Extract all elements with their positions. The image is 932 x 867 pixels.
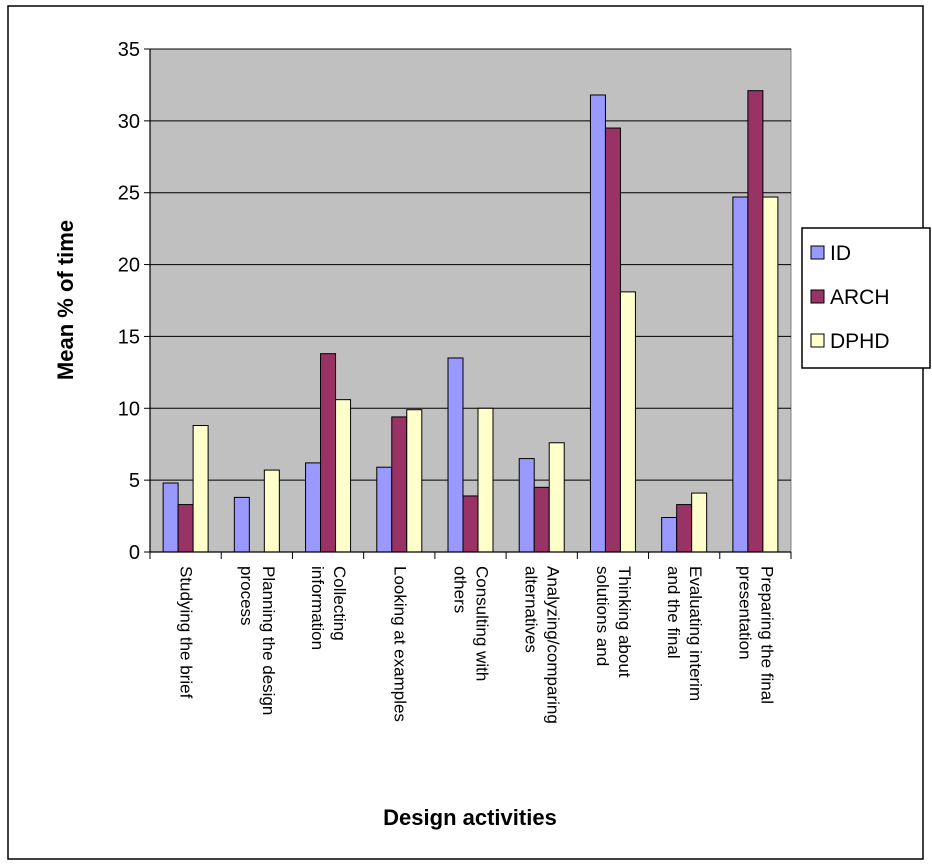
bar-id-6: [589, 94, 606, 553]
gridlines: [150, 48, 791, 481]
bar-dphd-6: [619, 291, 636, 553]
bar-arch-7: [676, 504, 693, 553]
x-category-label: Planning the design: [259, 566, 278, 715]
bar-id-7: [661, 517, 678, 553]
x-category-label: Preparing the final: [757, 566, 776, 704]
bar-arch-3: [391, 416, 408, 553]
bar-id-4: [447, 357, 464, 553]
bar-dphd-8: [762, 196, 779, 553]
y-tick-label: 25: [118, 183, 140, 205]
y-axis-title: Mean % of time: [53, 220, 78, 380]
y-tick-label: 30: [118, 111, 140, 133]
x-category-label: Consulting with: [473, 566, 492, 681]
legend-swatch-arch: [810, 289, 825, 304]
x-category-label: Evaluating interim: [686, 566, 705, 701]
y-tick-label: 0: [129, 542, 140, 564]
bar-arch-8: [747, 90, 764, 553]
legend-label-dphd: DPHD: [830, 330, 890, 353]
x-category-label: alternatives: [522, 566, 541, 653]
y-tick-label: 10: [118, 398, 140, 420]
bar-id-1: [233, 496, 250, 553]
axes: [144, 48, 792, 559]
bar-dphd-0: [192, 425, 209, 553]
y-tick-label: 35: [118, 39, 140, 61]
bar-id-2: [305, 462, 322, 553]
bar-dphd-2: [335, 399, 352, 553]
legend-swatch-id: [810, 245, 825, 260]
y-tick-label: 5: [129, 470, 140, 492]
bars: [162, 90, 779, 553]
x-category-label: others: [451, 566, 470, 613]
bar-dphd-3: [406, 409, 423, 553]
x-axis-title: Design activities: [383, 805, 557, 830]
x-category-label: information: [308, 566, 327, 650]
x-category-label: Analyzing/comparing: [544, 566, 563, 724]
bar-arch-2: [320, 353, 337, 553]
x-category-label: Thinking about: [615, 566, 634, 678]
bar-dphd-5: [548, 442, 565, 553]
legend: ID ARCH DPHD: [801, 227, 931, 369]
bar-id-5: [518, 458, 535, 553]
legend-label-id: ID: [830, 242, 851, 265]
x-category-label: Studying the brief: [177, 566, 196, 699]
bar-id-0: [162, 482, 179, 553]
x-category-labels: Studying the brief Planning the designpro…: [177, 566, 777, 724]
bar-dphd-1: [263, 469, 280, 553]
plot-area: [149, 48, 792, 553]
bar-arch-6: [604, 127, 621, 553]
x-category-label: solutions and: [593, 566, 612, 666]
bar-arch-4: [462, 495, 479, 553]
bar-id-8: [732, 196, 749, 553]
bar-dphd-7: [691, 492, 708, 553]
bar-arch-5: [533, 486, 550, 553]
legend-swatch-dphd: [810, 333, 825, 348]
x-category-label: and the final: [664, 566, 683, 659]
y-tick-label: 15: [118, 326, 140, 348]
y-tick-labels: 0 5 10 15 20 25 30 35: [118, 39, 140, 564]
y-tick-label: 20: [118, 255, 140, 277]
x-category-label: Collecting: [330, 566, 349, 641]
x-category-label: Looking at examples: [390, 566, 409, 722]
bar-arch-0: [177, 504, 194, 553]
bar-id-3: [376, 466, 393, 553]
legend-label-arch: ARCH: [830, 286, 890, 309]
x-category-label: process: [237, 566, 256, 626]
x-category-label: presentation: [735, 566, 754, 660]
bar-dphd-4: [477, 407, 494, 553]
